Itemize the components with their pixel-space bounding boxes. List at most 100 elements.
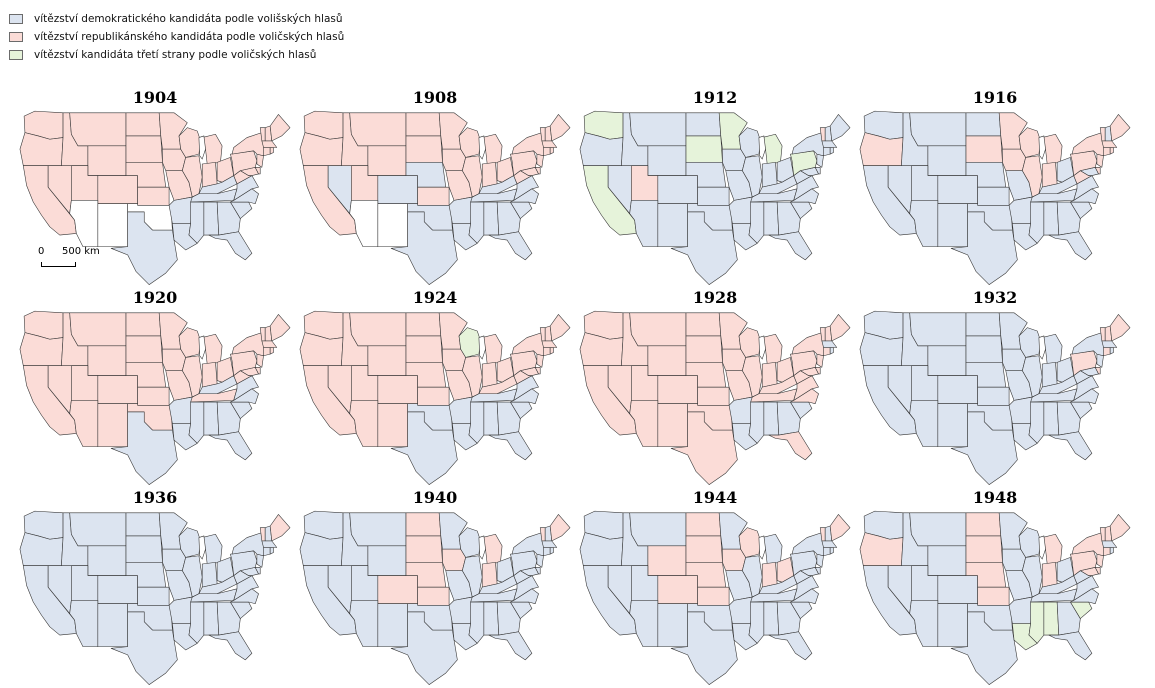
state-tx [670, 611, 738, 685]
state-sd [685, 135, 723, 163]
state-pa [510, 550, 538, 576]
state-al [203, 401, 220, 436]
map-year-title: 1928 [692, 288, 738, 307]
state-tx [950, 411, 1018, 485]
state-nm [657, 603, 688, 647]
scale-bar: 0 500 km [32, 246, 102, 270]
map-year-title: 1932 [972, 288, 1018, 307]
state-ar [728, 596, 753, 624]
state-de [1094, 167, 1101, 175]
state-co [97, 175, 138, 204]
state-me [1109, 314, 1131, 342]
state-ia [442, 548, 466, 571]
state-wy [367, 545, 407, 576]
state-fl [1048, 431, 1093, 461]
state-fl [208, 231, 253, 261]
state-in [481, 362, 498, 388]
state-nj [816, 353, 824, 368]
state-pa [230, 350, 258, 376]
us-map-1924 [299, 310, 571, 485]
state-nj [1096, 353, 1104, 368]
map-year-title: 1940 [412, 488, 458, 507]
state-nm [937, 603, 968, 647]
state-ar [448, 196, 473, 224]
map-panel-1904: 1904 [15, 88, 295, 285]
state-ga [776, 601, 801, 636]
state-ri [269, 147, 274, 155]
state-me [549, 314, 571, 342]
state-de [1094, 367, 1101, 375]
state-ia [722, 148, 746, 171]
state-ia [162, 148, 186, 171]
state-me [829, 114, 851, 142]
us-map-1936 [19, 510, 291, 685]
state-ma [541, 140, 558, 148]
state-mt [349, 312, 407, 347]
state-ri [1109, 147, 1114, 155]
state-ma [1101, 340, 1118, 348]
state-wy [927, 545, 967, 576]
map-panel-1916: 1916 [855, 88, 1135, 285]
map-year-title: 1912 [692, 88, 738, 107]
state-pa [790, 350, 818, 376]
legend-swatch-third-party [9, 50, 23, 60]
state-nj [536, 353, 544, 368]
map-panel-1912: 1912 [575, 88, 855, 285]
state-pa [1070, 350, 1098, 376]
state-ms [1028, 401, 1045, 444]
state-nj [1096, 153, 1104, 168]
state-mt [909, 512, 967, 547]
state-ri [1109, 347, 1114, 355]
legend-label-third-party: vítězství kandidáta třetí strany podle v… [34, 49, 317, 61]
state-pa [230, 550, 258, 576]
state-co [377, 175, 418, 204]
state-me [1109, 514, 1131, 542]
state-al [483, 401, 500, 436]
state-wy [647, 145, 687, 176]
state-al [763, 201, 780, 236]
state-ms [188, 601, 205, 644]
map-panel-1908: 1908 [295, 88, 575, 285]
state-de [254, 567, 261, 575]
state-ms [748, 201, 765, 244]
state-ct [823, 547, 831, 557]
state-co [377, 575, 418, 604]
state-tx [670, 211, 738, 285]
map-panel-1928: 1928 [575, 288, 855, 485]
state-co [657, 575, 698, 604]
state-al [203, 201, 220, 236]
state-fl [208, 631, 253, 661]
state-sd [965, 335, 1003, 363]
state-mt [69, 312, 127, 347]
state-ia [442, 348, 466, 371]
state-wy [367, 145, 407, 176]
legend-swatch-republican [9, 32, 23, 42]
state-ar [448, 396, 473, 424]
state-tx [950, 211, 1018, 285]
state-ct [543, 547, 551, 557]
state-ia [1002, 148, 1026, 171]
state-tx [950, 611, 1018, 685]
state-ia [1002, 348, 1026, 371]
state-mt [349, 112, 407, 147]
state-al [483, 601, 500, 636]
state-ma [541, 340, 558, 348]
state-al [763, 601, 780, 636]
state-fl [1048, 631, 1093, 661]
state-de [254, 367, 261, 375]
state-wy [367, 345, 407, 376]
state-fl [768, 631, 813, 661]
state-ga [776, 401, 801, 436]
state-co [97, 575, 138, 604]
map-year-title: 1936 [132, 488, 178, 507]
state-mt [909, 312, 967, 347]
lake-michigan [478, 135, 486, 160]
state-al [483, 201, 500, 236]
lake-michigan [1038, 135, 1046, 160]
state-ar [448, 596, 473, 624]
us-map-1928 [579, 310, 851, 485]
state-pa [1070, 550, 1098, 576]
state-nd [965, 312, 1002, 337]
state-wy [927, 145, 967, 176]
state-ga [216, 201, 241, 236]
